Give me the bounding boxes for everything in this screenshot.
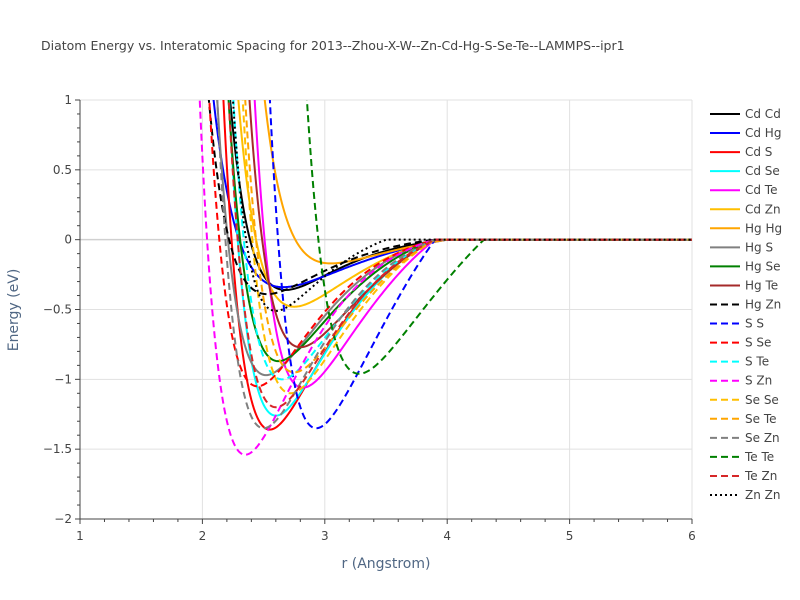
series-line-cd-zn — [237, 100, 692, 308]
legend-label: Cd Zn — [745, 202, 781, 216]
series-line-s-se — [208, 100, 692, 388]
y-tick-label: −1.5 — [43, 442, 72, 456]
legend-label: Se Se — [745, 393, 779, 407]
legend-item[interactable]: Cd Te — [710, 183, 777, 197]
legend-item[interactable]: S Se — [710, 336, 771, 350]
legend-label: Se Te — [745, 412, 777, 426]
y-tick-label: −2 — [54, 512, 72, 526]
series-line-cd-te — [253, 100, 692, 389]
legend-label: S Te — [745, 355, 769, 369]
series-line-hg-hg — [263, 100, 692, 265]
x-tick-label: 3 — [321, 529, 329, 543]
legend-label: Te Zn — [744, 469, 777, 483]
legend-item[interactable]: Se Se — [710, 393, 779, 407]
grid — [80, 99, 693, 519]
legend-item[interactable]: Te Te — [710, 450, 774, 464]
legend-item[interactable]: Hg S — [710, 240, 773, 254]
y-tick-label: −1 — [54, 372, 72, 386]
legend-label: Hg Se — [745, 259, 780, 273]
legend-label: Cd Se — [745, 164, 780, 178]
legend-label: S Zn — [745, 374, 772, 388]
legend-item[interactable]: Se Te — [710, 412, 777, 426]
legend-label: Cd Cd — [745, 107, 781, 121]
legend-label: S S — [745, 317, 764, 331]
y-axis-label: Energy (eV) — [6, 269, 22, 352]
series-line-hg-te — [248, 100, 692, 349]
series-line-hg-s — [216, 100, 692, 377]
legend-item[interactable]: Hg Te — [710, 278, 778, 292]
x-tick-label: 4 — [443, 529, 451, 543]
legend: Cd Cd Cd Hg Cd S Cd Se Cd Te Cd Zn Hg Hg Hg S Hg… — [710, 107, 782, 502]
series-line-hg-se — [227, 100, 692, 363]
series-line-s-te — [232, 100, 692, 381]
legend-label: Se Zn — [745, 431, 780, 445]
x-tick-label: 2 — [199, 529, 207, 543]
legend-item[interactable]: Hg Zn — [710, 298, 781, 312]
x-axis-label: r (Angstrom) — [342, 556, 431, 572]
series-line-zn-zn — [231, 100, 692, 312]
legend-item[interactable]: Zn Zn — [710, 488, 780, 502]
legend-label: Cd Te — [745, 183, 777, 197]
y-tick-label: 1 — [64, 93, 72, 107]
legend-item[interactable]: Cd Hg — [710, 126, 781, 140]
legend-label: Zn Zn — [745, 488, 780, 502]
x-tick-label: 1 — [76, 529, 84, 543]
legend-item[interactable]: Cd S — [710, 145, 772, 159]
axes: 1 2 3 4 5 6 −2 −1.5 −1 −0.5 0 0.5 1 — [43, 93, 696, 543]
series-line-s-zn — [198, 100, 692, 456]
series-line-se-te — [244, 100, 692, 374]
legend-item[interactable]: Se Zn — [710, 431, 780, 445]
legend-item[interactable]: Cd Cd — [710, 107, 781, 121]
legend-item[interactable]: S Te — [710, 355, 769, 369]
legend-item[interactable]: Cd Zn — [710, 202, 781, 216]
chart-title: Diatom Energy vs. Interatomic Spacing fo… — [41, 38, 625, 53]
legend-label: S Se — [745, 336, 771, 350]
series-line-hg-zn — [207, 100, 692, 296]
legend-item[interactable]: S Zn — [710, 374, 772, 388]
y-tick-label: 0 — [64, 233, 72, 247]
legend-item[interactable]: Cd Se — [710, 164, 780, 178]
legend-label: Hg Hg — [745, 221, 782, 235]
legend-item[interactable]: S S — [710, 317, 764, 331]
legend-label: Hg Te — [745, 278, 778, 292]
legend-item[interactable]: Hg Se — [710, 259, 780, 273]
legend-label: Hg S — [745, 240, 773, 254]
legend-label: Cd S — [745, 145, 772, 159]
legend-label: Hg Zn — [745, 298, 781, 312]
plot-area — [198, 100, 692, 456]
y-tick-label: −0.5 — [43, 303, 72, 317]
legend-label: Te Te — [744, 450, 774, 464]
legend-item[interactable]: Te Zn — [710, 469, 777, 483]
series-line-cd-hg — [212, 100, 692, 289]
legend-label: Cd Hg — [745, 126, 781, 140]
series-line-s-s — [268, 100, 692, 430]
y-tick-label: 0.5 — [53, 163, 72, 177]
x-tick-label: 5 — [566, 529, 574, 543]
series-line-cd-cd — [229, 100, 692, 291]
x-tick-label: 6 — [688, 529, 696, 543]
legend-item[interactable]: Hg Hg — [710, 221, 782, 235]
series-line-cd-se — [228, 100, 692, 417]
